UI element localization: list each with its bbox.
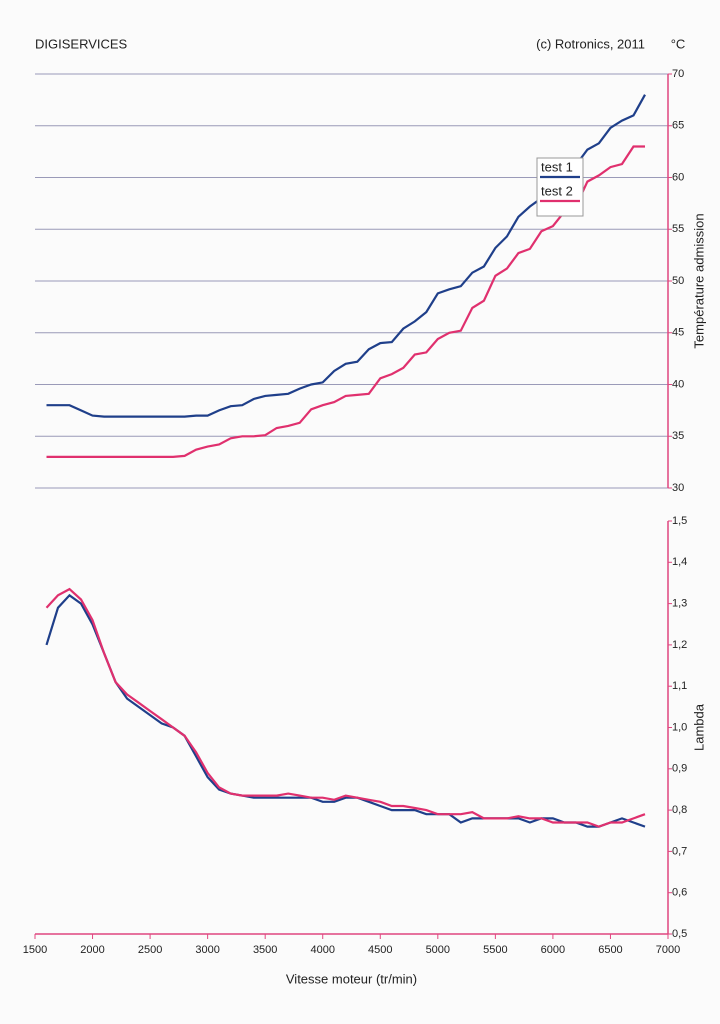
y-tick-label: 0,9 bbox=[672, 763, 687, 775]
y-tick-label: 50 bbox=[672, 275, 684, 287]
x-tick-label: 6000 bbox=[541, 944, 565, 956]
header-right: (c) Rotronics, 2011 bbox=[536, 36, 645, 51]
x-tick-label: 2000 bbox=[80, 944, 104, 956]
y-tick-label: 1,0 bbox=[672, 721, 687, 733]
y-tick-label: 1,5 bbox=[672, 515, 687, 527]
y-tick-label: 1,2 bbox=[672, 639, 687, 651]
x-tick-label: 1500 bbox=[23, 944, 47, 956]
x-tick-label: 3500 bbox=[253, 944, 277, 956]
y-tick-label: 70 bbox=[672, 68, 684, 80]
x-tick-label: 2500 bbox=[138, 944, 162, 956]
x-tick-label: 7000 bbox=[656, 944, 680, 956]
y-axis-label: Lambda bbox=[691, 703, 706, 751]
legend-box bbox=[536, 157, 584, 217]
y-tick-label: 0,7 bbox=[672, 845, 687, 857]
series-line bbox=[46, 145, 645, 458]
y-tick-label: 0,6 bbox=[672, 887, 687, 899]
y-axis-label: Température admission bbox=[691, 213, 706, 348]
series-line bbox=[46, 94, 646, 418]
x-tick-label: 5500 bbox=[483, 944, 507, 956]
y-tick-label: 0,8 bbox=[672, 804, 687, 816]
y-tick-label: 1,3 bbox=[672, 598, 687, 610]
x-tick-label: 3000 bbox=[195, 944, 219, 956]
x-axis-label: Vitesse moteur (tr/min) bbox=[286, 971, 417, 986]
y-tick-label: 65 bbox=[672, 120, 684, 132]
y-tick-label: 40 bbox=[672, 378, 684, 390]
series-line bbox=[45, 593, 646, 828]
y-tick-label: 45 bbox=[672, 327, 684, 339]
y-tick-label: 35 bbox=[672, 430, 684, 442]
y-unit: °C bbox=[671, 36, 686, 51]
y-tick-label: 30 bbox=[672, 482, 684, 494]
y-tick-label: 1,1 bbox=[672, 680, 687, 692]
series-line bbox=[45, 587, 646, 828]
header-left: DIGISERVICES bbox=[35, 36, 128, 51]
legend-label: test 1 bbox=[541, 159, 573, 174]
legend-label: test 2 bbox=[541, 183, 573, 198]
x-tick-label: 6500 bbox=[598, 944, 622, 956]
y-tick-label: 1,4 bbox=[672, 556, 687, 568]
y-tick-label: 60 bbox=[672, 171, 684, 183]
x-tick-label: 5000 bbox=[426, 944, 450, 956]
y-tick-label: 0,5 bbox=[672, 928, 687, 940]
x-tick-label: 4500 bbox=[368, 944, 392, 956]
x-tick-label: 4000 bbox=[310, 944, 334, 956]
y-tick-label: 55 bbox=[672, 223, 684, 235]
